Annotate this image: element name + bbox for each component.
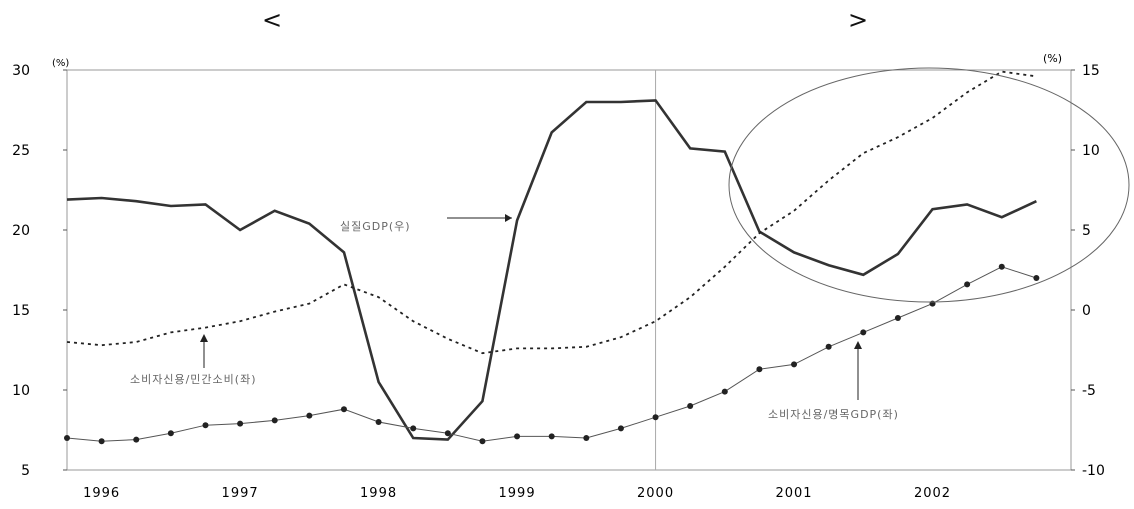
series-marker xyxy=(444,430,451,437)
series-marker xyxy=(998,263,1005,270)
series-marker xyxy=(583,435,590,441)
series-marker xyxy=(548,433,555,440)
series-marker xyxy=(237,420,244,427)
right-axis-tick-label: 0 xyxy=(1082,303,1091,319)
series-marker xyxy=(894,315,901,321)
annotation-credit-gdp-arrowhead xyxy=(854,341,862,349)
left-axis-tick-label: 5 xyxy=(21,463,30,479)
series-marker xyxy=(340,406,347,413)
right-axis-tick-label: 10 xyxy=(1082,143,1100,159)
plot-frame xyxy=(66,69,1072,471)
highlight-ellipse xyxy=(728,67,1130,303)
series-marker xyxy=(375,419,382,425)
title-right-bracket: > xyxy=(848,6,869,34)
series-marker xyxy=(721,388,728,395)
right-axis-tick-label: -10 xyxy=(1082,463,1105,479)
annotation-credit-gdp: 소비자신용/명목GDP(좌) xyxy=(768,408,899,421)
series-marker xyxy=(479,438,486,445)
x-axis-tick-label: 1996 xyxy=(83,486,120,501)
left-axis-tick-label: 20 xyxy=(12,223,30,239)
series-marker xyxy=(756,366,763,373)
x-axis-tick-label: 1997 xyxy=(222,486,259,501)
x-axis-tick-label: 2002 xyxy=(914,486,951,501)
x-axis-tick-label: 2001 xyxy=(775,486,812,501)
left-axis-unit: (%) xyxy=(52,58,69,69)
series-marker xyxy=(687,403,694,409)
title-left-bracket: < xyxy=(262,6,283,34)
series-marker xyxy=(202,422,209,429)
annotation-real-gdp-arrowhead xyxy=(505,214,512,222)
right-axis-tick-label: -5 xyxy=(1082,383,1096,399)
series-layer xyxy=(64,70,1040,445)
x-axis: 1996 1997 1998 1999 2000 2001 2002 xyxy=(83,486,951,501)
left-axis-tick-label: 25 xyxy=(12,143,30,159)
series-marker xyxy=(514,433,521,440)
series-marker xyxy=(791,361,798,368)
left-axis-tick-label: 10 xyxy=(12,383,30,399)
x-axis-tick-label: 1998 xyxy=(360,486,397,501)
series-marker xyxy=(167,430,174,437)
series-marker xyxy=(652,414,659,421)
left-axis-tick-label: 15 xyxy=(12,303,30,319)
x-axis-tick-label: 2000 xyxy=(637,486,674,501)
annotation-credit-consumption-arrowhead xyxy=(200,334,208,342)
x-axis-tick-label: 1999 xyxy=(499,486,536,501)
right-axis-unit: (%) xyxy=(1043,52,1062,65)
series-marker xyxy=(860,329,867,336)
series-marker xyxy=(64,435,70,441)
series-marker xyxy=(98,438,105,445)
annotations: 실질GDP(우) 소비자신용/민간소비(좌) 소비자신용/명목GDP(좌) xyxy=(130,214,899,421)
series-marker xyxy=(410,425,417,432)
series-line-0 xyxy=(66,99,1037,441)
left-axis: 30 25 20 15 10 5 xyxy=(12,63,67,479)
series-marker xyxy=(133,436,140,443)
series-marker xyxy=(271,417,278,424)
series-line-1 xyxy=(66,70,1037,355)
right-axis: 15 10 5 0 -5 -10 xyxy=(1071,63,1105,479)
left-axis-tick-label: 30 xyxy=(12,63,30,79)
series-marker xyxy=(964,281,971,288)
series-marker xyxy=(306,412,313,419)
annotation-real-gdp: 실질GDP(우) xyxy=(340,220,411,233)
series-marker xyxy=(617,425,624,432)
series-marker xyxy=(825,343,832,350)
right-axis-tick-label: 15 xyxy=(1082,63,1100,79)
series-marker xyxy=(1033,275,1040,281)
right-axis-tick-label: 5 xyxy=(1082,223,1091,239)
annotation-credit-consumption: 소비자신용/민간소비(좌) xyxy=(130,373,257,386)
